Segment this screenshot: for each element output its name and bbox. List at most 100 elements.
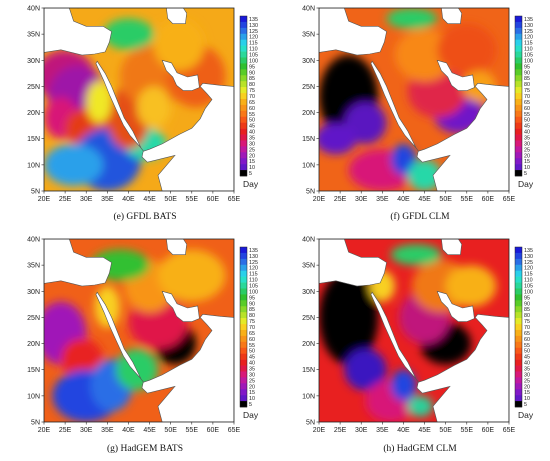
x-tick-label: 40E [397, 196, 410, 203]
x-tick-label: 60E [482, 427, 495, 434]
colorbar-unit-label: Day [243, 179, 259, 189]
colorbar-tick-label: 130 [249, 254, 258, 260]
colorbar-swatch [515, 104, 522, 112]
colorbar-swatch [515, 294, 522, 301]
field-blob [158, 249, 226, 302]
colorbar-tick-label: 50 [524, 118, 530, 124]
colorbar-swatch [515, 353, 522, 360]
colorbar-tick-label: 80 [524, 313, 530, 319]
map-panel-hadgem-clm: 20E 25E 30E 35E 40E 45E 50E 55E 60E 65E 40N 35N 30N 2… [275, 231, 550, 461]
colorbar-tick-label: 105 [249, 53, 258, 59]
colorbar-swatch [240, 69, 247, 76]
y-tick-label: 40N [27, 237, 40, 244]
colorbar-swatch [515, 16, 522, 23]
colorbar-swatch [515, 276, 522, 283]
x-tick-label: 65E [228, 427, 241, 434]
x-tick-label: 50E [164, 196, 177, 203]
x-tick-label: 30E [80, 427, 93, 434]
colorbar-swatch [515, 288, 522, 295]
sea-mask [319, 239, 387, 287]
colorbar-swatch [240, 128, 247, 135]
colorbar-tick-label: 50 [524, 349, 530, 355]
colorbar-tick-label: 95 [249, 64, 255, 70]
colorbar-tick-label: 15 [249, 390, 255, 396]
y-tick-label: 5N [31, 420, 40, 427]
colorbar-tick-label: 125 [249, 29, 258, 35]
x-tick-label: 35E [376, 427, 389, 434]
colorbar-tick-label: 110 [249, 47, 258, 53]
colorbar-swatch [240, 288, 247, 295]
colorbar-tick-label: 105 [249, 284, 258, 290]
colorbar-swatch [240, 164, 247, 171]
colorbar-tick-label: 5 [524, 171, 527, 177]
y-tick-label: 35N [302, 32, 315, 39]
colorbar-swatch [240, 258, 247, 266]
colorbar-tick-label: 40 [524, 130, 530, 136]
y-tick-label: 20N [302, 341, 315, 348]
colorbar-tick-label: 75 [524, 88, 530, 94]
colorbar-swatch [240, 335, 247, 343]
colorbar-tick-label: 115 [249, 272, 258, 278]
colorbar-tick-label: 135 [524, 248, 533, 254]
x-tick-label: 25E [334, 196, 347, 203]
x-tick-label: 20E [313, 427, 326, 434]
colorbar-tick-label: 120 [524, 266, 533, 272]
colorbar-swatch [515, 401, 522, 408]
x-tick-label: 60E [482, 196, 495, 203]
caption-gfdl-clm: (f) GFDL CLM [390, 212, 450, 222]
colorbar-tick-label: 80 [249, 313, 255, 319]
field-blob [390, 244, 442, 266]
colorbar-tick-label: 60 [524, 106, 530, 112]
map-frame [318, 238, 510, 423]
colorbar-swatch [240, 21, 247, 29]
colorbar-swatch [240, 324, 247, 331]
colorbar-swatch [515, 247, 522, 254]
sea-mask [441, 8, 463, 25]
x-tick-label: 20E [313, 196, 326, 203]
y-tick-label: 30N [27, 58, 40, 65]
colorbar-swatch [515, 335, 522, 343]
sea-mask [161, 290, 200, 322]
colorbar-tick-label: 130 [524, 23, 533, 29]
colorbar-swatch [515, 371, 522, 378]
colorbar-swatch [515, 282, 522, 289]
map-svg: 20E 25E 30E 35E 40E 45E 50E 55E 60E 65E 40N 35N 30N 2… [27, 6, 259, 204]
map-frame [318, 7, 510, 192]
colorbar-tick-label: 60 [249, 337, 255, 343]
colorbar-tick-label: 35 [249, 135, 255, 141]
sea-mask [141, 313, 234, 422]
field-blob [344, 348, 387, 391]
colorbar-swatch [240, 371, 247, 378]
colorbar-tick-label: 90 [249, 70, 255, 76]
colorbar-tick-label: 115 [524, 272, 533, 278]
colorbar-tick-label: 65 [524, 100, 530, 106]
caption-hadgem-clm: (h) HadGEM CLM [383, 444, 457, 454]
colorbar-tick-label: 95 [524, 295, 530, 301]
colorbar-swatch [240, 276, 247, 283]
x-tick-label: 45E [143, 427, 156, 434]
colorbar-tick-label: 45 [249, 355, 255, 361]
y-tick-label: 5N [31, 189, 40, 196]
colorbar-swatch [240, 146, 247, 153]
colorbar-swatch [240, 306, 247, 313]
x-tick-label: 45E [418, 196, 431, 203]
colorbar-tick-label: 5 [249, 402, 252, 408]
colorbar-tick-label: 100 [249, 58, 258, 64]
colorbar-tick-label: 85 [524, 76, 530, 82]
colorbar-swatch [240, 140, 247, 147]
sea-mask [441, 239, 463, 256]
colorbar-tick-label: 100 [249, 289, 258, 295]
colorbar-swatch [515, 389, 522, 396]
y-tick-label: 30N [302, 58, 315, 65]
colorbar-swatch [240, 45, 247, 52]
colorbar-swatch [515, 341, 522, 349]
colorbar-tick-label: 90 [249, 301, 255, 307]
y-tick-label: 25N [27, 315, 40, 322]
colorbar-tick-label: 40 [524, 361, 530, 367]
x-tick-label: 40E [122, 196, 135, 203]
colorbar-tick-label: 20 [249, 153, 255, 159]
field-blob [60, 338, 104, 381]
colorbar-swatch [240, 152, 247, 159]
caption-hadgem-bats: (g) HadGEM BATS [107, 444, 183, 454]
colorbar-tick-label: 5 [524, 402, 527, 408]
